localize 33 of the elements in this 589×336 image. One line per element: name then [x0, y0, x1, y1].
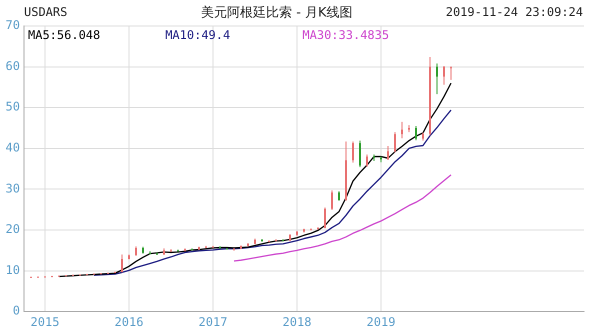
candlestick [450, 66, 452, 80]
y-tick-label: 50 [6, 100, 20, 114]
candlestick [394, 132, 396, 153]
text: MA10:49.4 [165, 28, 230, 42]
candlestick [401, 121, 403, 139]
y-tick-label: 20 [6, 222, 20, 236]
y-tick-label: 30 [6, 181, 20, 196]
candlestick [121, 254, 123, 273]
candlestick [436, 63, 438, 95]
candlestick [352, 140, 354, 164]
text: USDARS [24, 5, 68, 20]
candlestick [338, 190, 340, 202]
y-tick-label: 60 [6, 58, 20, 73]
x-tick-label: 2019 [366, 314, 396, 329]
y-tick-label: 70 [6, 18, 20, 32]
text: MA5:56.048 [28, 28, 100, 42]
y-tick-label: 40 [6, 140, 20, 155]
text: 2019-11-24 23:09:24 [446, 5, 583, 20]
text: MA30:33.4835 [302, 28, 390, 42]
candlestick [443, 65, 445, 86]
candlestick [366, 154, 368, 168]
y-tick-label: 10 [6, 262, 20, 277]
candlestick [359, 140, 361, 168]
x-tick-label: 2017 [198, 314, 228, 329]
candlestick [387, 145, 389, 160]
x-tick-label: 2016 [114, 314, 144, 329]
chart-title: 美元阿根廷比索 - 月K线图 [201, 4, 353, 20]
x-tick-label: 2018 [282, 314, 312, 329]
candlestick [324, 207, 326, 229]
y-tick-label: 0 [12, 304, 20, 318]
x-tick-label: 2015 [30, 314, 60, 329]
candlestick [331, 190, 333, 211]
candlestick [415, 125, 417, 141]
